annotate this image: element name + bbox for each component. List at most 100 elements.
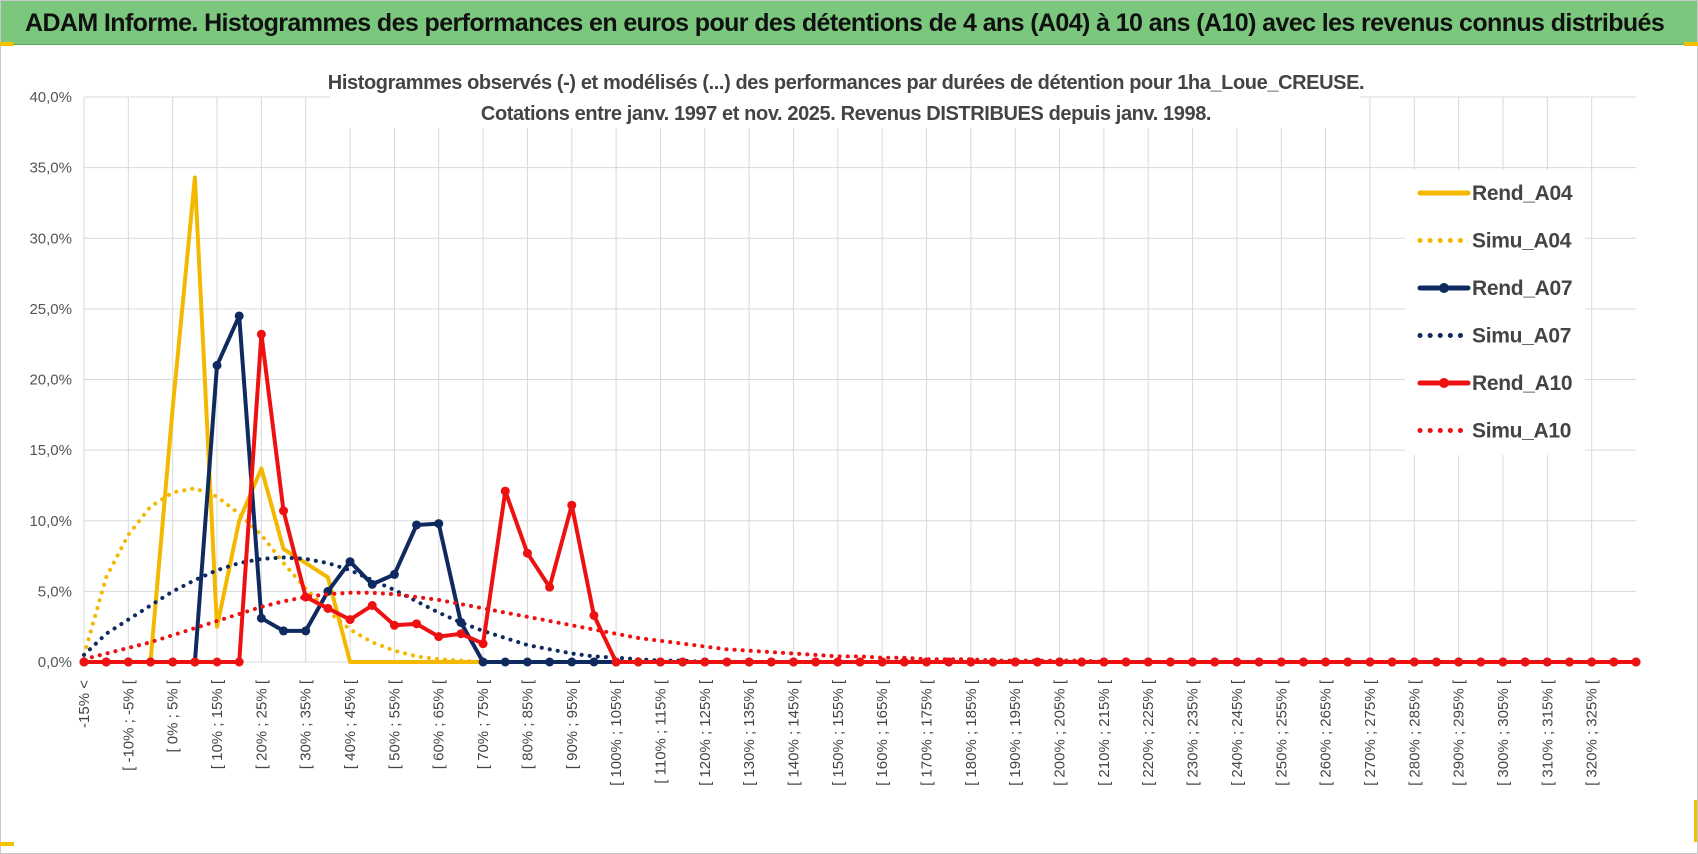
x-tick-label: [ 120% ; 125% [ [697,679,714,786]
data-point-rend-a10 [1276,657,1286,667]
legend-marker-rend-a07 [1439,283,1449,293]
y-axis-ticks: 0,0% 5,0% 10,0% 15,0% 20,0% 25,0% 30,0% 35,0% 40… [29,89,72,671]
x-tick-label: [ 150% ; 155% [ [830,679,847,786]
data-point-rend-a07 [301,626,311,636]
data-point-rend-a10 [345,615,355,625]
y-tick-label: 35,0% [29,160,72,177]
report-banner: ADAM Informe. Histogrammes des performan… [1,1,1697,45]
x-tick-label: [ 230% ; 235% [ [1185,679,1202,786]
data-point-rend-a07 [389,569,399,579]
data-point-rend-a10 [389,620,399,630]
data-point-rend-a10 [190,657,200,667]
data-point-rend-a07 [279,626,289,636]
data-point-rend-a10 [1210,657,1220,667]
data-point-rend-a07 [412,520,422,530]
x-tick-label: [ 140% ; 145% [ [785,679,802,786]
data-point-rend-a07 [478,657,488,667]
data-point-rend-a10 [1099,657,1109,667]
data-point-rend-a10 [168,657,178,667]
data-point-rend-a10 [1121,657,1131,667]
data-point-rend-a10 [256,329,266,339]
data-point-rend-a10 [212,657,222,667]
data-point-rend-a07 [234,311,244,321]
data-point-rend-a10 [1298,657,1308,667]
chart-title: Histogrammes observés (-) et modélisés (… [328,66,1365,128]
chart-title-line: Cotations entre janv. 1997 et nov. 2025.… [481,103,1211,125]
data-point-rend-a10 [234,657,244,667]
data-point-rend-a10 [412,619,422,629]
data-point-rend-a07 [500,657,510,667]
y-tick-label: 5,0% [38,583,72,600]
x-tick-label: [ 70% ; 75% [ [475,679,492,769]
series-line-rend-a04 [82,175,1638,664]
data-point-rend-a10 [367,601,377,610]
x-tick-label: [ 160% ; 165% [ [874,679,891,786]
data-point-rend-a07 [256,613,266,623]
data-point-rend-a10 [722,657,732,667]
data-point-rend-a07 [434,519,444,529]
series-lines [79,175,1641,667]
x-tick-label: [ 290% ; 295% [ [1451,679,1468,786]
legend-label-simu-a07: Simu_A07 [1472,325,1571,348]
data-point-rend-a10 [1431,657,1441,667]
data-point-rend-a10 [766,657,776,667]
data-point-rend-a10 [1454,657,1464,667]
data-point-rend-a07 [589,657,599,667]
x-tick-label: [ 220% ; 225% [ [1140,679,1157,786]
series-line-rend-a07 [82,313,1638,664]
x-tick-label: [ 0% ; 5% [ [165,679,182,752]
x-tick-label: [ 50% ; 55% [ [386,679,403,769]
data-point-rend-a10 [279,506,289,516]
title-background [330,66,1360,128]
y-tick-label: 0,0% [38,654,72,671]
corner-mark-bottom-right [1694,800,1697,842]
x-tick-label: -15% < [76,680,93,728]
x-tick-label: [ 200% ; 205% [ [1052,679,1069,786]
legend-label-rend-a07: Rend_A07 [1472,277,1572,300]
data-point-rend-a10 [1631,657,1641,667]
series-line-simu-a04 [82,486,1638,664]
data-point-rend-a10 [833,657,843,667]
data-point-rend-a10 [1520,657,1530,667]
x-tick-label: [ 110% ; 115% [ [652,679,669,784]
x-tick-label: [ 250% ; 255% [ [1273,679,1290,786]
data-point-rend-a07 [522,657,532,667]
data-point-rend-a10 [101,657,111,667]
x-tick-label: [ 210% ; 215% [ [1096,679,1113,786]
data-point-rend-a07 [345,557,355,567]
x-tick-label: [ 180% ; 185% [ [963,679,980,786]
data-point-rend-a10 [146,657,156,667]
data-point-rend-a10 [79,657,89,667]
y-tick-label: 15,0% [29,442,72,459]
y-tick-label: 20,0% [29,372,72,389]
x-tick-label: [ 10% ; 15% [ [209,679,226,769]
data-point-rend-a10 [877,657,887,667]
y-tick-label: 40,0% [29,89,72,106]
x-tick-label: [ 320% ; 325% [ [1584,679,1601,786]
x-tick-label: [ 20% ; 25% [ [253,679,270,769]
x-tick-label: [ 80% ; 85% [ [519,679,536,769]
x-tick-label: [ 170% ; 175% [ [919,679,936,786]
data-point-rend-a10 [123,657,133,667]
x-tick-label: [ 30% ; 35% [ [298,679,315,769]
data-point-rend-a10 [633,657,643,667]
legend-label-simu-a04: Simu_A04 [1472,230,1572,253]
data-point-rend-a10 [678,657,688,667]
data-point-rend-a10 [1542,657,1552,667]
data-point-rend-a10 [655,657,665,667]
data-point-rend-a07 [212,360,222,370]
data-point-rend-a10 [611,657,621,667]
data-point-rend-a10 [545,582,555,592]
x-tick-label: [ -10% ; -5% [ [120,679,137,771]
legend-label-simu-a10: Simu_A10 [1472,420,1571,443]
x-tick-label: [ 190% ; 195% [ [1007,679,1024,786]
series-line-simu-a10 [82,590,1638,664]
data-point-rend-a10 [301,592,311,602]
legend-label-rend-a04: Rend_A04 [1472,182,1573,205]
report-title: ADAM Informe. Histogrammes des performan… [25,9,1665,37]
y-tick-label: 25,0% [29,301,72,318]
data-point-rend-a10 [567,500,577,510]
data-point-rend-a10 [1188,657,1198,667]
data-point-rend-a10 [1365,657,1375,667]
